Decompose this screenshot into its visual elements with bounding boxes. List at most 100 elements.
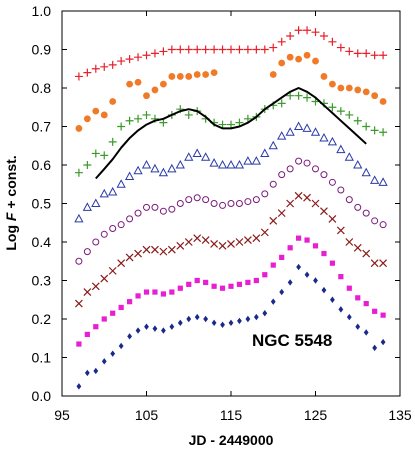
series-4 xyxy=(74,121,388,223)
data-point xyxy=(252,196,260,204)
data-point xyxy=(253,277,259,284)
data-point xyxy=(83,161,92,169)
data-point xyxy=(125,55,134,64)
x-tick-label: 135 xyxy=(388,407,412,423)
data-point xyxy=(245,279,251,286)
data-point xyxy=(286,199,295,208)
data-point xyxy=(161,327,166,334)
data-point xyxy=(184,152,194,161)
data-point xyxy=(142,245,151,254)
data-point xyxy=(279,288,285,296)
data-point xyxy=(227,45,235,54)
data-point xyxy=(262,272,268,278)
data-point xyxy=(176,45,185,54)
data-point xyxy=(310,127,321,136)
data-point xyxy=(74,72,83,81)
data-point xyxy=(135,293,141,299)
data-point xyxy=(313,277,318,284)
data-point xyxy=(142,110,151,119)
y-tick-label: 0.4 xyxy=(32,234,52,250)
data-point xyxy=(93,324,99,330)
x-axis-label: JD - 2449000 xyxy=(189,432,274,448)
data-point xyxy=(151,203,159,211)
data-point xyxy=(108,186,118,196)
data-point xyxy=(218,241,227,250)
data-point xyxy=(311,28,320,37)
data-point xyxy=(353,159,363,169)
data-point xyxy=(278,59,286,67)
data-point xyxy=(287,279,293,286)
data-point xyxy=(329,80,336,88)
data-point xyxy=(159,118,168,127)
x-tick-label: 115 xyxy=(220,407,243,423)
data-point xyxy=(253,313,259,321)
data-point xyxy=(277,209,286,218)
data-point xyxy=(167,163,177,173)
data-point xyxy=(303,159,311,167)
series-6 xyxy=(74,191,388,308)
data-point xyxy=(237,317,242,325)
data-point xyxy=(353,116,362,125)
data-point xyxy=(277,99,286,108)
data-point xyxy=(370,175,380,184)
data-point xyxy=(176,73,184,80)
y-tick-label: 0.0 xyxy=(32,388,52,404)
y-tick-label: 0.2 xyxy=(32,311,52,327)
data-point xyxy=(151,86,159,94)
data-point xyxy=(286,91,295,100)
data-point xyxy=(175,159,185,169)
data-point xyxy=(304,271,310,278)
data-point xyxy=(296,263,301,271)
data-point xyxy=(109,225,117,233)
data-point xyxy=(219,285,226,291)
data-point xyxy=(321,286,327,294)
data-point xyxy=(99,188,109,198)
data-point xyxy=(110,350,116,357)
data-point xyxy=(84,369,90,377)
series-7 xyxy=(76,235,386,347)
data-point xyxy=(319,32,328,41)
series-3 xyxy=(74,91,388,177)
data-point xyxy=(296,235,302,241)
data-point xyxy=(125,116,134,125)
data-point xyxy=(83,68,92,77)
data-point xyxy=(92,238,100,246)
data-point xyxy=(355,323,361,330)
data-point xyxy=(380,338,386,346)
data-point xyxy=(74,168,83,177)
data-point xyxy=(100,230,108,238)
y-tick-label: 0.9 xyxy=(32,42,52,58)
data-point xyxy=(294,26,303,35)
data-point xyxy=(228,319,234,327)
data-point xyxy=(152,325,158,332)
data-point xyxy=(192,148,202,157)
data-point xyxy=(144,323,149,330)
data-point xyxy=(336,107,345,116)
data-point xyxy=(319,133,329,142)
data-point xyxy=(124,171,135,181)
data-point xyxy=(243,156,253,165)
data-point xyxy=(134,53,143,62)
data-point xyxy=(186,315,192,323)
data-point xyxy=(328,103,337,112)
data-point xyxy=(126,80,133,88)
y-axis-label-variable: F xyxy=(3,212,19,221)
data-point xyxy=(277,37,286,46)
data-point xyxy=(378,177,388,186)
data-point xyxy=(270,262,276,268)
data-point xyxy=(269,43,278,52)
data-point xyxy=(185,196,193,204)
line-layer xyxy=(95,87,367,180)
data-point xyxy=(100,111,108,119)
y-tick-label: 0.6 xyxy=(32,157,52,173)
data-point xyxy=(362,249,371,258)
data-point xyxy=(336,144,346,154)
data-point xyxy=(100,62,109,71)
data-point xyxy=(380,312,386,318)
data-point xyxy=(185,73,193,80)
data-point xyxy=(346,313,352,321)
data-point xyxy=(245,315,251,323)
data-point xyxy=(372,344,378,352)
